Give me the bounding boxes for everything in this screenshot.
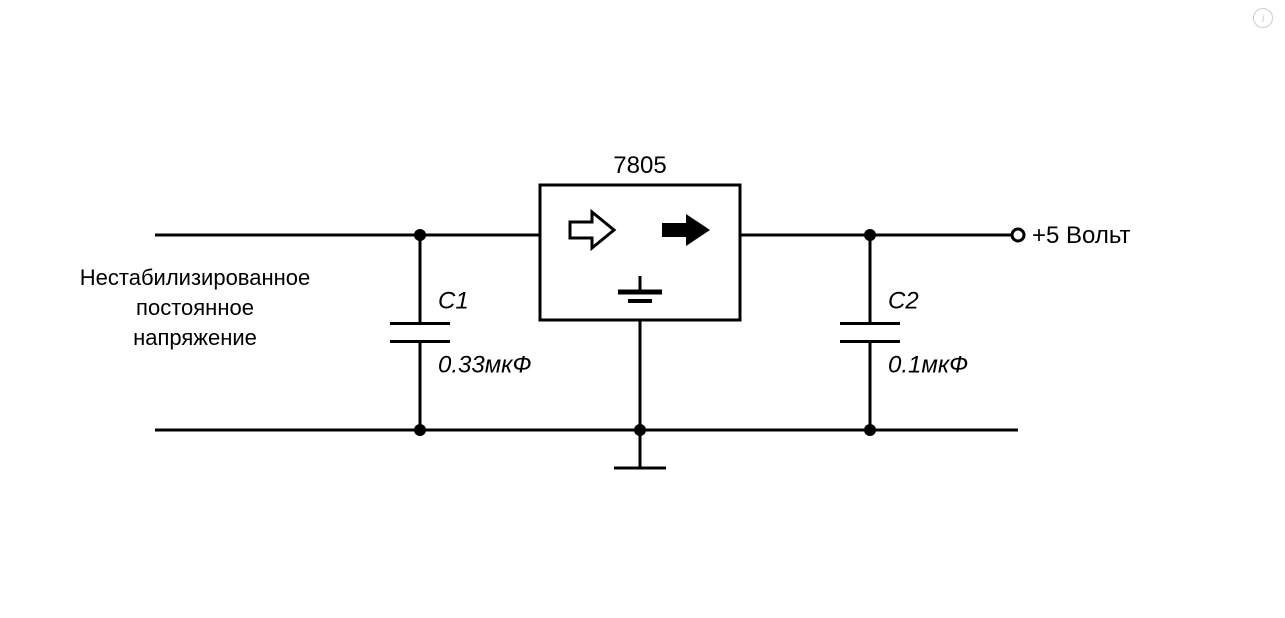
input-label-line3: напряжение: [133, 325, 257, 350]
c1-value: 0.33мкФ: [438, 352, 532, 379]
input-label-line1: Нестабилизированное: [80, 265, 311, 290]
c1-name: С1: [438, 288, 469, 315]
regulator-label: 7805: [613, 152, 666, 179]
input-label-line2: постоянное: [136, 295, 254, 320]
c2-value: 0.1мкФ: [888, 352, 968, 379]
output-label: +5 Вольт: [1032, 222, 1130, 249]
circuit-diagram: 7805 +5 Вольт Нестабилизированное постоя…: [0, 0, 1285, 618]
info-icon: i: [1253, 8, 1273, 28]
c2-name: С2: [888, 288, 919, 315]
output-terminal: [1012, 229, 1024, 241]
